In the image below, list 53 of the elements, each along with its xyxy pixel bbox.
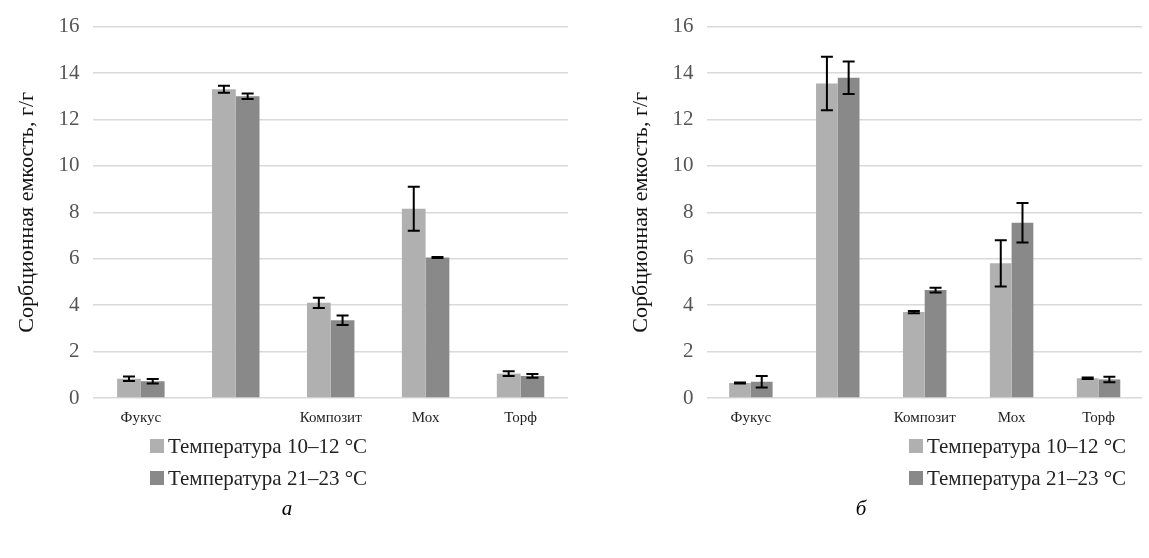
bar (729, 382, 751, 398)
y-tick-label: 8 (68, 198, 80, 223)
y-tick-label: 4 (682, 291, 694, 316)
x-tick-label: Торф (1082, 408, 1116, 425)
bar (902, 312, 925, 398)
y-axis-title: Сорбционная емкость, г/г (12, 91, 38, 333)
text: б (854, 496, 868, 521)
x-tick-label: Фукус (730, 408, 772, 425)
x-tick-label: Мох (411, 408, 440, 425)
legend-label: Температура 10–12 °C (926, 432, 1128, 460)
y-tick-label: 6 (68, 245, 80, 270)
bar (989, 263, 1012, 398)
bar (837, 77, 860, 398)
y-tick-label: 2 (682, 338, 694, 363)
y-tick-label: 16 (672, 13, 694, 38)
bar (330, 320, 355, 398)
bar (1011, 222, 1034, 398)
x-tick-label: Торф (504, 408, 538, 425)
bar (816, 83, 838, 398)
y-tick-label: 2 (68, 338, 80, 363)
x-tick-label: Композит (299, 408, 363, 425)
bar (1076, 378, 1099, 398)
bar (425, 257, 450, 398)
text: а (280, 496, 294, 521)
y-tick-label: 14 (672, 59, 694, 84)
y-axis-title: Сорбционная емкость, г/г (626, 91, 652, 333)
bar (924, 290, 947, 398)
y-tick-label: 0 (68, 384, 80, 409)
bar (401, 208, 426, 398)
y-tick-label: 0 (682, 384, 694, 409)
x-tick-label: Фукус (120, 408, 162, 425)
bar (212, 89, 236, 398)
y-tick-label: 12 (672, 105, 694, 130)
x-tick-label: Мох (997, 408, 1026, 425)
y-tick-label: 14 (58, 59, 80, 84)
bar (235, 96, 260, 398)
legend-label: Температура 21–23 °C (167, 464, 369, 492)
bar (140, 381, 165, 398)
bar (496, 373, 521, 398)
x-tick-label: Композит (893, 408, 957, 425)
y-tick-label: 12 (58, 105, 80, 130)
y-tick-label: 6 (682, 245, 694, 270)
legend-label: Температура 10–12 °C (167, 432, 369, 460)
bar (306, 302, 331, 398)
bar (520, 375, 545, 398)
y-tick-label: 4 (68, 291, 80, 316)
bar (1098, 379, 1121, 398)
y-tick-label: 8 (682, 198, 694, 223)
bar (117, 378, 141, 398)
y-tick-label: 10 (58, 152, 80, 177)
legend-label: Температура 21–23 °C (926, 464, 1128, 492)
y-tick-label: 10 (672, 152, 694, 177)
y-tick-label: 16 (58, 13, 80, 38)
